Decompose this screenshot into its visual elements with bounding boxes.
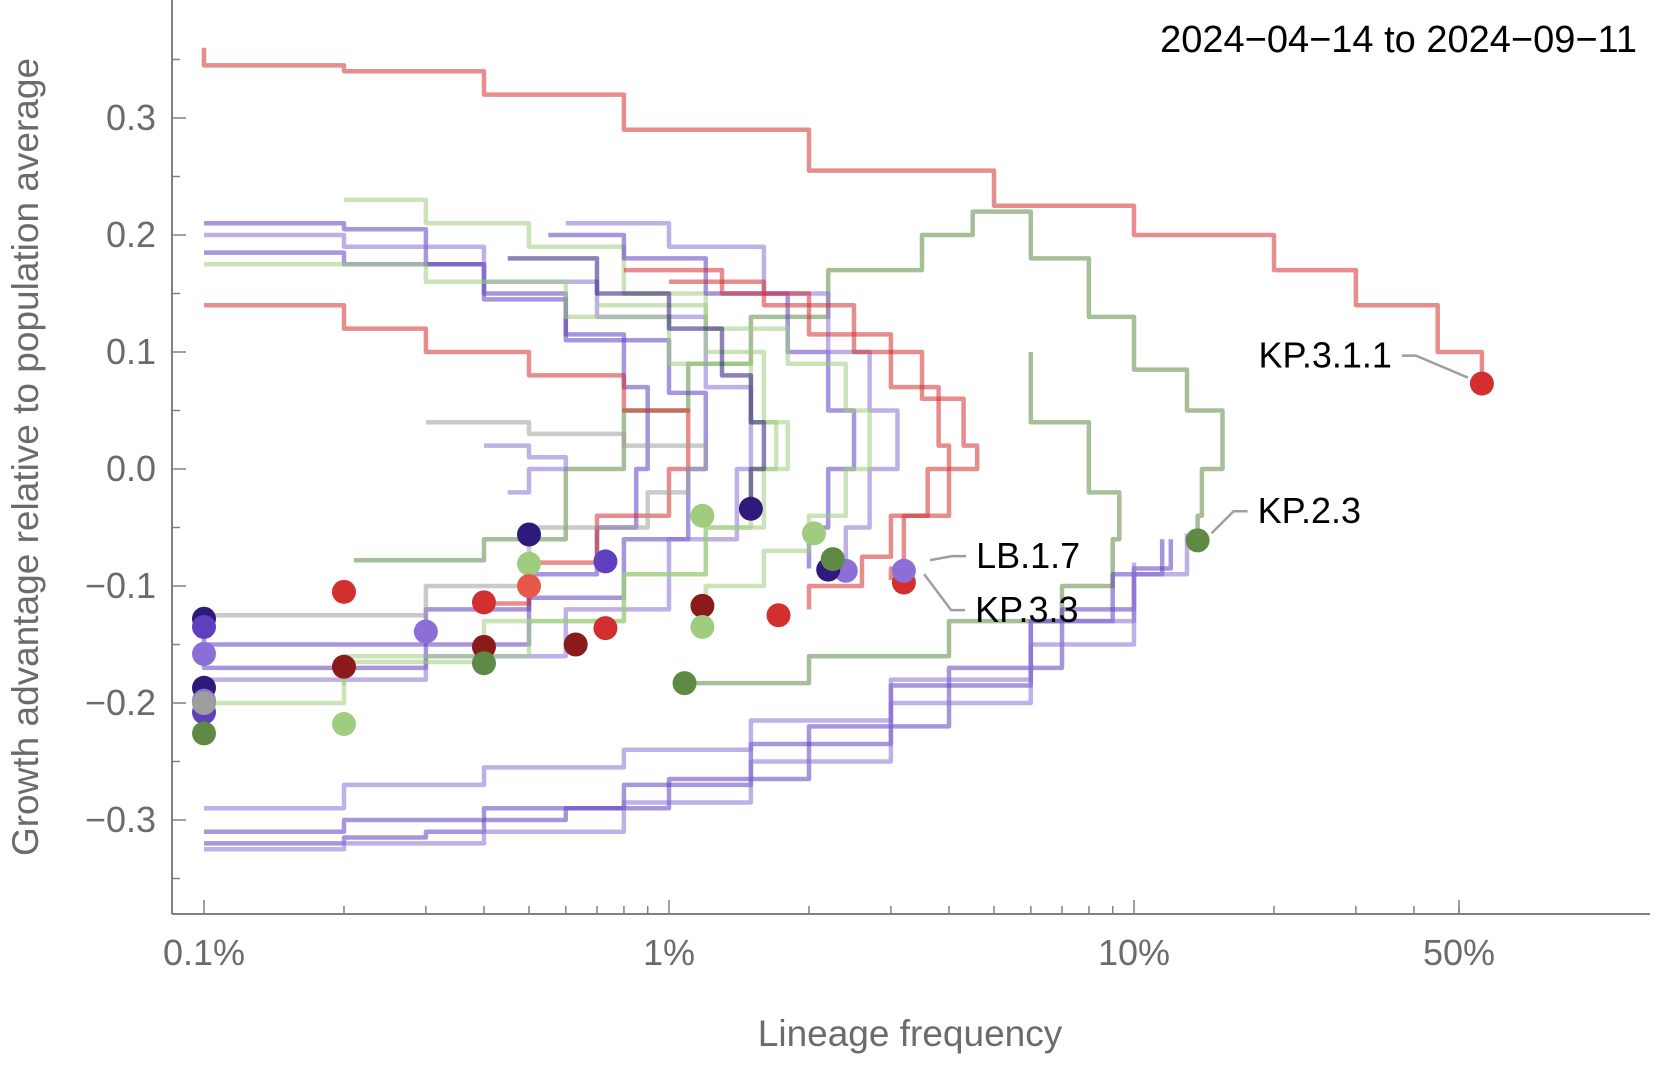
series-line (623, 267, 952, 610)
series-endpoint-marker (517, 574, 542, 598)
series-endpoint-marker (192, 641, 216, 666)
series-endpoint-marker (331, 712, 356, 737)
series-endpoint-marker (331, 579, 356, 604)
series-endpoints (192, 371, 1494, 746)
label-leader-line (929, 554, 967, 562)
axes: 0.3 0.2 0.1 0.0 −0.1 −0.2 −0.3 0.1% 1% 10% 50% (85, 0, 1650, 973)
series-line (353, 209, 1225, 563)
series-line (201, 47, 1485, 384)
series-line (201, 221, 650, 647)
series-endpoint-marker (690, 593, 715, 618)
series-line (484, 443, 569, 495)
y-tick-label: −0.3 (85, 799, 156, 840)
y-axis-title: Growth advantage relative to population … (5, 58, 46, 856)
series-endpoint-marker (563, 632, 588, 657)
series-endpoint-marker (471, 651, 496, 676)
lineage-label: LB.1.7 (976, 535, 1080, 576)
series-line (204, 539, 1174, 846)
series-endpoint-marker (593, 549, 618, 574)
series-endpoint-marker (690, 503, 715, 528)
series-endpoint-marker (672, 671, 697, 696)
series-endpoint-marker (192, 614, 216, 639)
series-endpoint-marker (517, 551, 542, 576)
x-tick-label: 0.1% (163, 932, 245, 973)
y-tick-label: −0.1 (85, 565, 156, 606)
series-line (204, 562, 1137, 811)
series-endpoint-marker (766, 603, 791, 628)
series-line (204, 302, 691, 606)
y-tick-label: −0.2 (85, 682, 156, 723)
series-line (597, 302, 872, 622)
x-tick-label: 50% (1423, 932, 1495, 973)
series-endpoint-marker (517, 522, 542, 547)
series-lines (201, 47, 1485, 852)
series-endpoint-marker (593, 616, 618, 641)
series-endpoint-marker (891, 558, 916, 583)
series-endpoint-marker (192, 691, 216, 715)
x-tick-label: 10% (1098, 932, 1170, 973)
series-line (507, 256, 767, 507)
series-line (204, 533, 1190, 852)
label-leader-line (923, 573, 966, 612)
y-tick-label: 0.0 (106, 448, 156, 489)
lineage-label: KP.2.3 (1258, 490, 1361, 531)
y-tick-label: 0.3 (106, 97, 156, 138)
x-axis-title: Lineage frequency (758, 1013, 1063, 1054)
series-endpoint-marker (471, 590, 496, 615)
lineage-label: KP.3.1.1 (1258, 335, 1391, 376)
series-endpoint-marker (1185, 528, 1210, 553)
lineage-label: KP.3.3 (975, 589, 1078, 630)
period-subtitle: 2024−04−14 to 2024−09−11 (1160, 19, 1637, 61)
y-ticks: 0.3 0.2 0.1 0.0 −0.1 −0.2 −0.3 (85, 58, 186, 880)
label-leader-line (1210, 509, 1248, 535)
series-endpoint-marker (690, 614, 715, 639)
series-endpoint-marker (413, 619, 438, 644)
series-endpoint-marker (1469, 371, 1494, 396)
label-leader-line (1401, 354, 1469, 379)
lineage-labels: KP.3.1.1 KP.2.3 LB.1.7 KP.3.3 (923, 335, 1469, 630)
series-endpoint-marker (331, 654, 356, 679)
x-tick-label: 1% (643, 932, 695, 973)
series-line (201, 419, 709, 633)
series-endpoint-marker (820, 547, 845, 572)
series-endpoint-marker (192, 721, 216, 746)
x-ticks: 0.1% 1% 10% 50% (163, 900, 1495, 973)
y-tick-label: 0.1 (106, 331, 156, 372)
y-tick-label: 0.2 (106, 214, 156, 255)
series-line (669, 279, 980, 581)
series-endpoint-marker (738, 496, 763, 521)
series-endpoint-marker (801, 521, 826, 546)
